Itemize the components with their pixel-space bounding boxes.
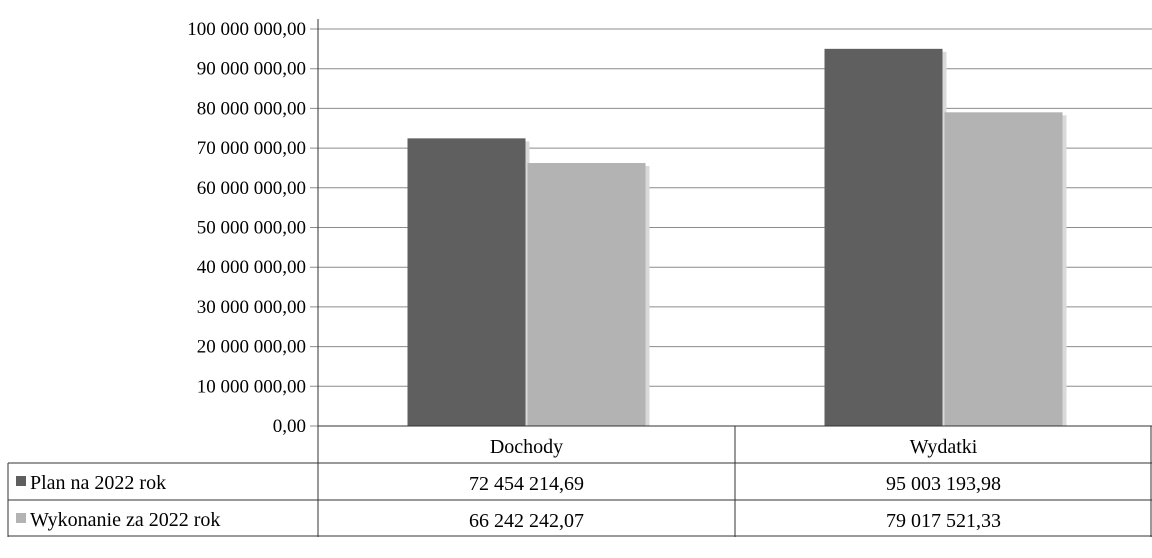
- bar-plan-0: [407, 138, 526, 427]
- y-tick-label: 0,00: [273, 416, 306, 437]
- y-tick-label: 40 000 000,00: [197, 257, 306, 278]
- legend-key: [16, 476, 26, 486]
- category-label: Wydatki: [910, 436, 978, 458]
- data-label: 66 242 242,07: [469, 510, 584, 532]
- y-tick-label: 80 000 000,00: [197, 98, 306, 119]
- bar-wykonanie-1: [944, 112, 1063, 426]
- bars: [407, 48, 1063, 427]
- y-tick-label: 70 000 000,00: [197, 138, 306, 159]
- y-axis-ticks: 0,00 10 000 000,00 20 000 000,00 30 000 000…: [187, 19, 306, 437]
- data-table: Dochody Wydatki Plan na 2022 rok 72 454 214…: [7, 426, 1152, 537]
- y-tick-label: 20 000 000,00: [197, 337, 306, 358]
- bar-plan-1: [824, 48, 943, 427]
- data-label: 72 454 214,69: [469, 473, 584, 495]
- legend-entry: Plan na 2022 rok: [30, 472, 166, 494]
- y-tick-label: 100 000 000,00: [187, 19, 306, 40]
- category-label: Dochody: [490, 436, 563, 458]
- bar-wykonanie-0: [527, 163, 646, 426]
- data-label: 95 003 193,98: [886, 473, 1001, 495]
- legend-entry: Wykonanie za 2022 rok: [30, 509, 220, 531]
- y-tick-label: 60 000 000,00: [197, 178, 306, 199]
- y-tick-label: 90 000 000,00: [197, 59, 306, 80]
- y-tick-label: 10 000 000,00: [197, 376, 306, 397]
- legend-key: [16, 513, 26, 523]
- y-tick-label: 50 000 000,00: [197, 218, 306, 239]
- data-label: 79 017 521,33: [886, 510, 1001, 532]
- y-tick-label: 30 000 000,00: [197, 297, 306, 318]
